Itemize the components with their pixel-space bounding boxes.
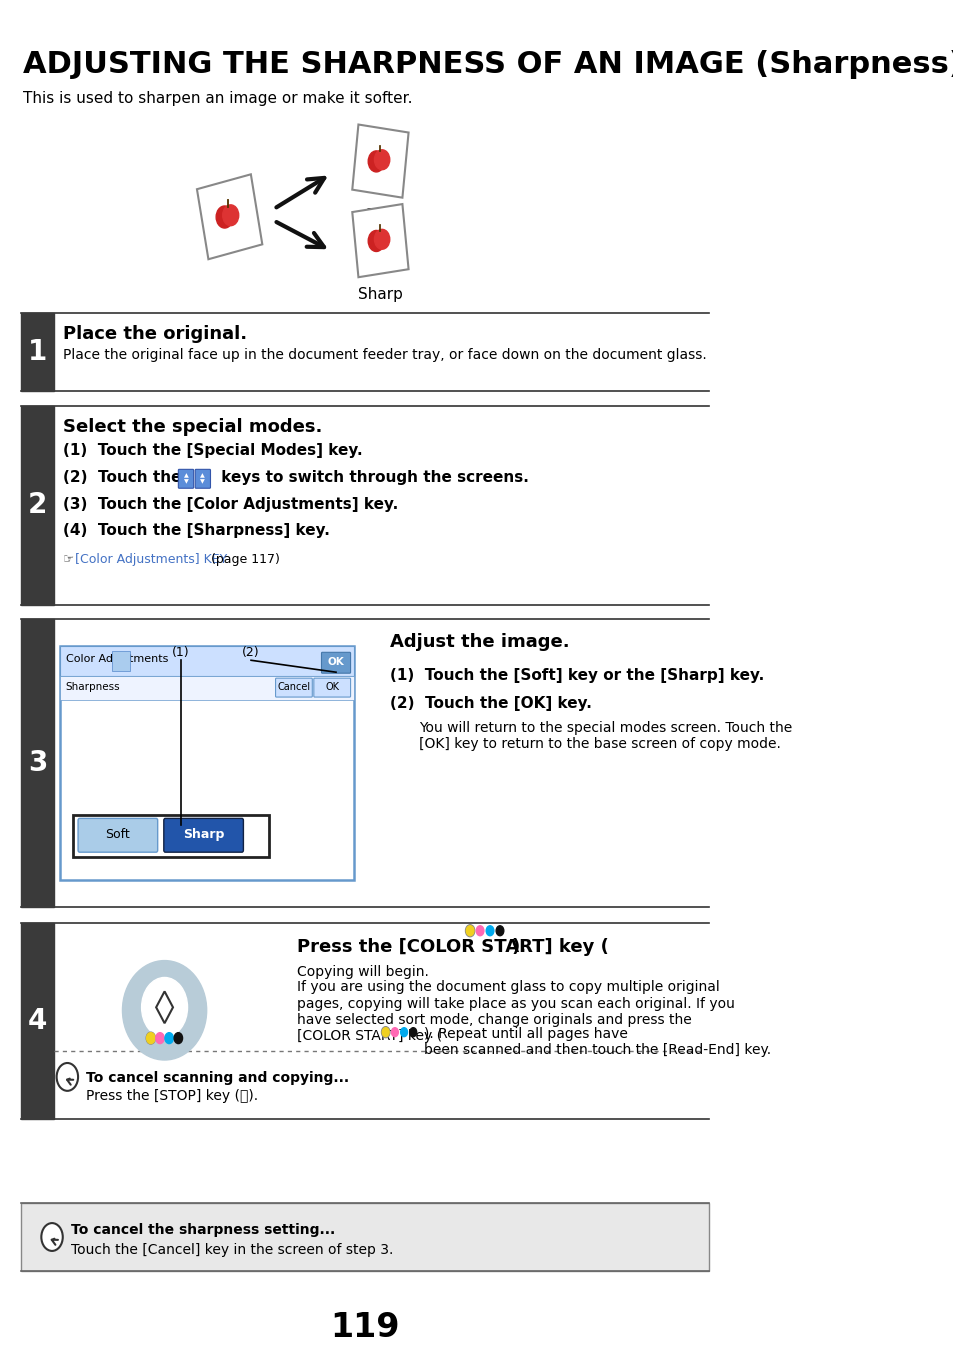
Circle shape bbox=[368, 151, 384, 172]
Text: To cancel scanning and copying...: To cancel scanning and copying... bbox=[86, 1071, 349, 1085]
Circle shape bbox=[216, 205, 233, 228]
Circle shape bbox=[382, 1028, 389, 1036]
Bar bbox=[60, 646, 354, 677]
Bar bbox=[21, 619, 53, 907]
Circle shape bbox=[381, 1027, 390, 1038]
Circle shape bbox=[174, 1032, 182, 1043]
Text: ). Repeat until all pages have
been scanned and then touch the [Read-End] key.: ). Repeat until all pages have been scan… bbox=[423, 1027, 770, 1058]
Circle shape bbox=[141, 978, 188, 1038]
Text: Cancel: Cancel bbox=[277, 682, 310, 692]
Text: Place the original face up in the document feeder tray, or face down on the docu: Place the original face up in the docume… bbox=[63, 349, 706, 362]
Text: 4: 4 bbox=[28, 1006, 47, 1035]
Circle shape bbox=[486, 925, 494, 936]
FancyBboxPatch shape bbox=[321, 653, 350, 673]
Circle shape bbox=[400, 1028, 407, 1036]
Text: Press the [STOP] key (Ⓢ).: Press the [STOP] key (Ⓢ). bbox=[86, 1089, 257, 1102]
Circle shape bbox=[155, 1032, 164, 1043]
Bar bbox=[112, 651, 130, 671]
Circle shape bbox=[465, 925, 475, 936]
Circle shape bbox=[165, 1032, 173, 1043]
Polygon shape bbox=[196, 174, 262, 259]
Circle shape bbox=[410, 1028, 416, 1036]
Text: (2)  Touch the [OK] key.: (2) Touch the [OK] key. bbox=[390, 696, 592, 711]
Text: 2: 2 bbox=[28, 492, 47, 519]
Bar bbox=[21, 405, 53, 605]
Circle shape bbox=[222, 205, 238, 226]
Polygon shape bbox=[352, 204, 408, 277]
Text: Press the [COLOR START] key (: Press the [COLOR START] key ( bbox=[296, 938, 608, 955]
Text: This is used to sharpen an image or make it softer.: This is used to sharpen an image or make… bbox=[23, 92, 412, 107]
Text: Sharpness: Sharpness bbox=[66, 682, 120, 692]
Polygon shape bbox=[156, 992, 172, 1023]
FancyBboxPatch shape bbox=[275, 678, 312, 697]
Bar bbox=[60, 646, 354, 880]
Text: [Color Adjustments] KEY: [Color Adjustments] KEY bbox=[75, 553, 227, 566]
Text: Adjust the image.: Adjust the image. bbox=[390, 634, 569, 651]
Text: ☞: ☞ bbox=[63, 553, 78, 566]
Text: ADJUSTING THE SHARPNESS OF AN IMAGE (Sharpness): ADJUSTING THE SHARPNESS OF AN IMAGE (Sha… bbox=[23, 50, 953, 78]
FancyBboxPatch shape bbox=[314, 678, 350, 697]
Text: Soft: Soft bbox=[365, 208, 395, 223]
Circle shape bbox=[147, 1032, 154, 1043]
Circle shape bbox=[466, 925, 474, 936]
Circle shape bbox=[368, 231, 384, 251]
Text: If you are using the document glass to copy multiple original
pages, copying wil: If you are using the document glass to c… bbox=[296, 981, 734, 1043]
Text: (1)  Touch the [Special Modes] key.: (1) Touch the [Special Modes] key. bbox=[63, 443, 362, 458]
Text: Select the special modes.: Select the special modes. bbox=[63, 417, 322, 435]
Text: (1): (1) bbox=[172, 646, 190, 659]
Text: ).: ). bbox=[511, 938, 526, 955]
FancyBboxPatch shape bbox=[195, 469, 211, 488]
Text: To cancel the sharpness setting...: To cancel the sharpness setting... bbox=[71, 1223, 335, 1238]
Circle shape bbox=[375, 230, 390, 249]
Circle shape bbox=[41, 1223, 63, 1251]
Circle shape bbox=[375, 150, 390, 170]
Bar bbox=[21, 1204, 708, 1271]
Bar bbox=[73, 816, 269, 857]
Text: keys to switch through the screens.: keys to switch through the screens. bbox=[215, 470, 528, 485]
Circle shape bbox=[56, 1063, 78, 1090]
Bar bbox=[60, 677, 354, 700]
Text: Sharp: Sharp bbox=[183, 828, 224, 840]
Text: (1)  Touch the [Soft] key or the [Sharp] key.: (1) Touch the [Soft] key or the [Sharp] … bbox=[390, 669, 763, 684]
Circle shape bbox=[391, 1028, 398, 1036]
Text: 3: 3 bbox=[28, 748, 47, 777]
Text: Sharp: Sharp bbox=[357, 288, 402, 303]
Ellipse shape bbox=[122, 961, 207, 1061]
FancyBboxPatch shape bbox=[164, 819, 243, 852]
Text: Color Adjustments: Color Adjustments bbox=[66, 654, 168, 665]
Text: (page 117): (page 117) bbox=[207, 553, 279, 566]
Text: 119: 119 bbox=[330, 1310, 399, 1344]
Circle shape bbox=[146, 1032, 155, 1044]
Text: OK: OK bbox=[325, 682, 339, 692]
Bar bbox=[21, 313, 53, 390]
Text: OK: OK bbox=[327, 657, 344, 667]
FancyBboxPatch shape bbox=[78, 819, 157, 852]
Circle shape bbox=[476, 925, 483, 936]
Bar bbox=[21, 923, 53, 1119]
Text: (2)  Touch the: (2) Touch the bbox=[63, 470, 187, 485]
Text: (2): (2) bbox=[242, 646, 259, 659]
Text: ▲
▼: ▲ ▼ bbox=[183, 473, 188, 484]
Text: Place the original.: Place the original. bbox=[63, 326, 247, 343]
Text: Copying will begin.: Copying will begin. bbox=[296, 965, 429, 978]
Text: (3)  Touch the [Color Adjustments] key.: (3) Touch the [Color Adjustments] key. bbox=[63, 497, 397, 512]
Text: You will return to the special modes screen. Touch the
[OK] key to return to the: You will return to the special modes scr… bbox=[419, 721, 792, 751]
Circle shape bbox=[496, 925, 503, 936]
Text: ▲
▼: ▲ ▼ bbox=[200, 473, 205, 484]
Text: 1: 1 bbox=[28, 338, 47, 366]
Text: Soft: Soft bbox=[106, 828, 131, 840]
Polygon shape bbox=[352, 124, 408, 197]
Text: Touch the [Cancel] key in the screen of step 3.: Touch the [Cancel] key in the screen of … bbox=[71, 1243, 394, 1256]
Text: (4)  Touch the [Sharpness] key.: (4) Touch the [Sharpness] key. bbox=[63, 523, 330, 538]
FancyBboxPatch shape bbox=[178, 469, 193, 488]
